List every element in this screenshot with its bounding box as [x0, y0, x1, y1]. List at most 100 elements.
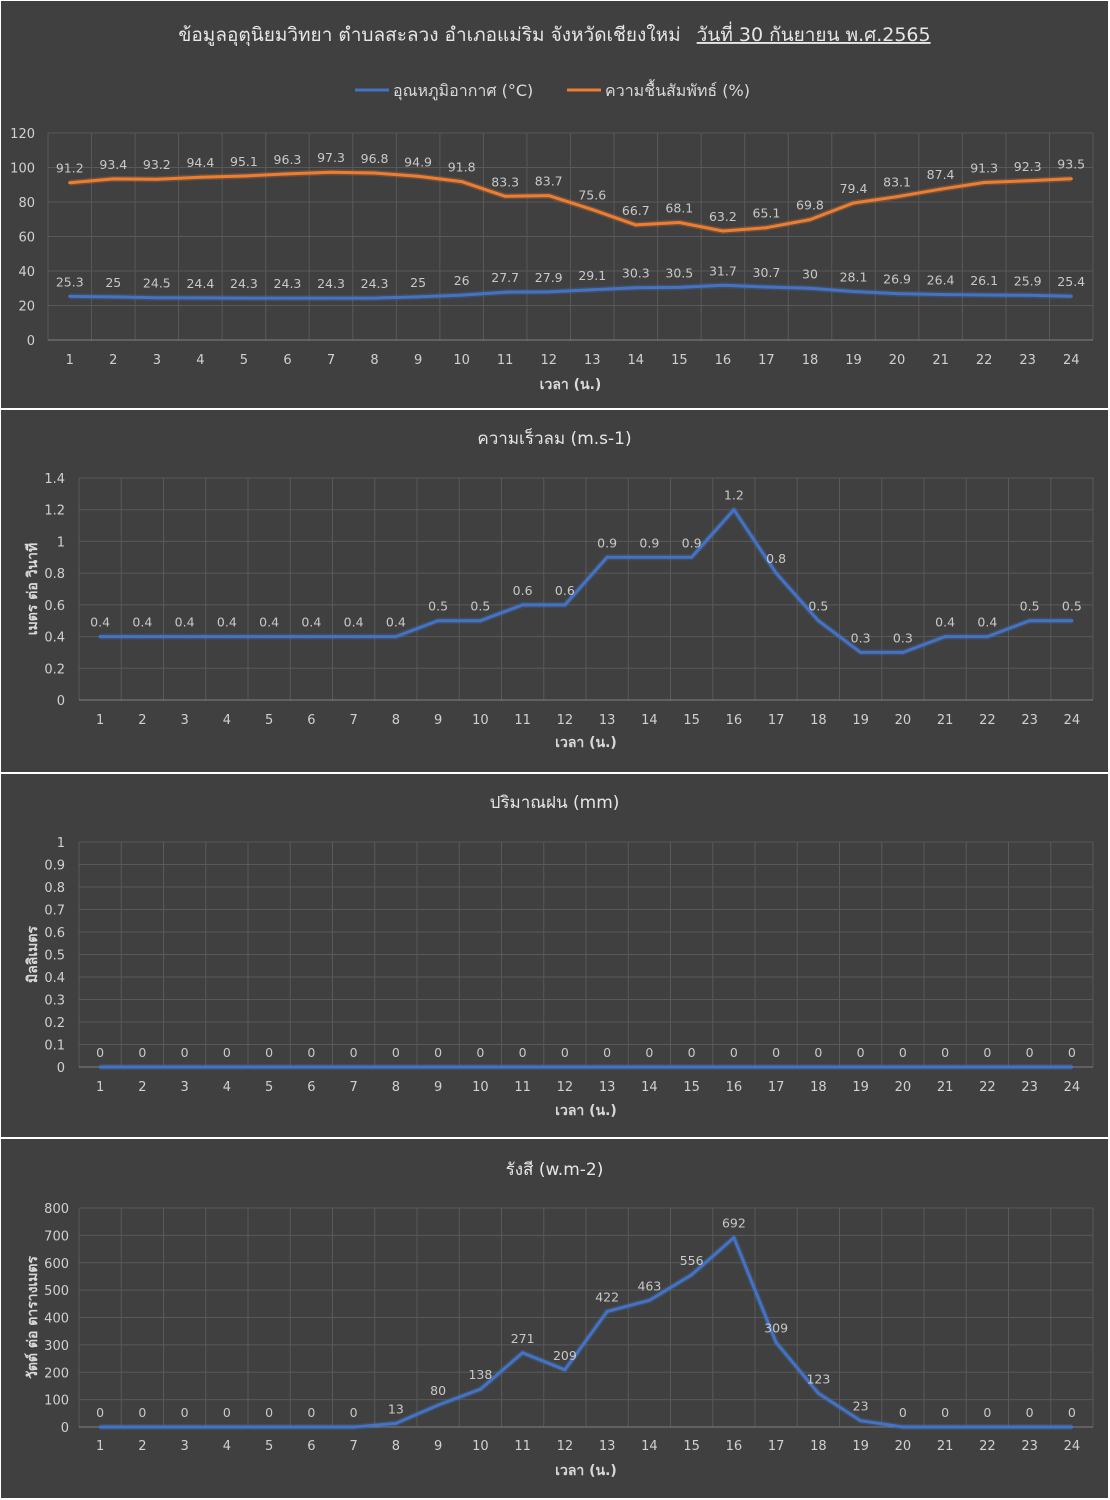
data-label: 27.9	[535, 270, 563, 285]
data-point	[267, 1065, 271, 1069]
data-point	[373, 171, 377, 175]
x-tick-label: 5	[265, 1080, 273, 1095]
data-point	[416, 174, 420, 178]
data-label: 0.3	[851, 630, 871, 645]
data-label: 309	[764, 1320, 788, 1335]
data-point	[982, 181, 986, 185]
data-point	[140, 1065, 144, 1069]
data-point	[352, 1425, 356, 1429]
data-point	[267, 1425, 271, 1429]
x-tick-label: 4	[196, 353, 204, 368]
data-point	[939, 292, 943, 296]
data-point	[590, 208, 594, 212]
data-label: 422	[595, 1289, 619, 1304]
data-label: 0.4	[132, 615, 152, 630]
data-point	[225, 1065, 229, 1069]
x-tick-label: 15	[683, 1439, 700, 1454]
x-tick-label: 8	[392, 1080, 400, 1095]
x-tick-label: 15	[683, 713, 700, 728]
chart-title: รังสี (w.m-2)	[506, 1160, 604, 1180]
data-label: 25	[410, 275, 426, 290]
data-label: 0	[350, 1405, 358, 1420]
data-point	[329, 170, 333, 174]
data-point	[852, 290, 856, 294]
x-tick-label: 1	[96, 1080, 104, 1095]
data-point	[436, 619, 440, 623]
legend-label: ความชื้นสัมพัทธ์ (%)	[605, 79, 750, 100]
data-point	[394, 635, 398, 639]
y-tick-label: 800	[44, 1202, 69, 1217]
data-point	[1028, 1065, 1032, 1069]
data-label: 0	[645, 1045, 653, 1060]
x-tick-label: 9	[434, 1439, 442, 1454]
data-label: 0.5	[808, 599, 828, 614]
data-label: 0	[138, 1045, 146, 1060]
y-tick-label: 1.4	[44, 472, 65, 487]
data-label: 26.1	[970, 273, 998, 288]
data-point	[764, 285, 768, 289]
data-point	[590, 288, 594, 292]
x-tick-label: 23	[1021, 1080, 1038, 1095]
data-point	[1070, 1065, 1074, 1069]
y-tick-label: 40	[18, 265, 35, 280]
x-tick-label: 17	[768, 1080, 785, 1095]
y-axis-title: วัตต์ ต่อ ตารางเมตร	[24, 1255, 41, 1379]
data-label: 0.4	[386, 615, 406, 630]
data-point	[901, 650, 905, 654]
data-point	[460, 293, 464, 297]
data-label: 87.4	[927, 167, 955, 182]
data-point	[1069, 177, 1073, 181]
data-point	[352, 635, 356, 639]
x-tick-label: 24	[1064, 713, 1081, 728]
y-tick-label: 0.7	[44, 904, 65, 919]
data-label: 0	[941, 1405, 949, 1420]
data-point	[901, 1065, 905, 1069]
y-tick-label: 1	[57, 836, 65, 851]
y-tick-label: 120	[10, 127, 35, 142]
x-tick-label: 23	[1021, 713, 1038, 728]
data-label: 556	[680, 1253, 704, 1268]
y-tick-label: 600	[44, 1257, 69, 1272]
data-label: 91.2	[56, 161, 84, 176]
data-point	[140, 635, 144, 639]
x-tick-label: 16	[726, 1439, 743, 1454]
data-label: 0	[688, 1045, 696, 1060]
x-tick-label: 19	[852, 713, 869, 728]
y-tick-label: 60	[18, 231, 35, 246]
radiation-chart-panel: รังสี (w.m-2) 0 100 200 300 400 500 600 700 800 1 2…	[1, 1139, 1108, 1498]
data-point	[774, 1340, 778, 1344]
data-point	[547, 194, 551, 198]
y-tick-label: 0.6	[44, 926, 65, 941]
data-point	[478, 619, 482, 623]
data-label: 96.3	[274, 152, 302, 167]
series-line	[68, 283, 1073, 300]
wind-speed-chart: ความเร็วลม (m.s-1)00.20.40.60.811.21.41 2…	[25, 427, 1094, 751]
x-tick-label: 20	[895, 713, 912, 728]
x-tick-label: 12	[557, 1080, 574, 1095]
data-label: 1.2	[724, 488, 744, 503]
data-label: 0.9	[682, 535, 702, 550]
data-label: 69.8	[796, 198, 824, 213]
data-label: 79.4	[840, 181, 868, 196]
x-tick-label: 5	[240, 353, 248, 368]
x-tick-label: 11	[514, 1439, 531, 1454]
y-tick-label: 500	[44, 1284, 69, 1299]
x-tick-label: 7	[349, 1080, 357, 1095]
weather-chart-panel: ข้อมูลอุตุนิยมวิทยา ตำบลสะลวง อำเภอแม่ริ…	[1, 1, 1108, 408]
x-tick-label: 10	[472, 1439, 489, 1454]
data-label: 463	[637, 1278, 661, 1293]
x-tick-label: 2	[138, 1439, 146, 1454]
x-tick-label: 4	[223, 1080, 231, 1095]
data-label: 0.4	[90, 615, 110, 630]
x-tick-label: 6	[307, 1439, 315, 1454]
data-label: 0	[434, 1045, 442, 1060]
data-point	[373, 296, 377, 300]
data-point	[647, 555, 651, 559]
x-axis-title: เวลา (น.)	[555, 1103, 617, 1119]
data-point	[309, 1425, 313, 1429]
data-label: 0.4	[935, 615, 955, 630]
x-tick-label: 12	[557, 1439, 574, 1454]
data-point	[140, 1425, 144, 1429]
x-tick-label: 16	[726, 1080, 743, 1095]
data-point	[1028, 619, 1032, 623]
